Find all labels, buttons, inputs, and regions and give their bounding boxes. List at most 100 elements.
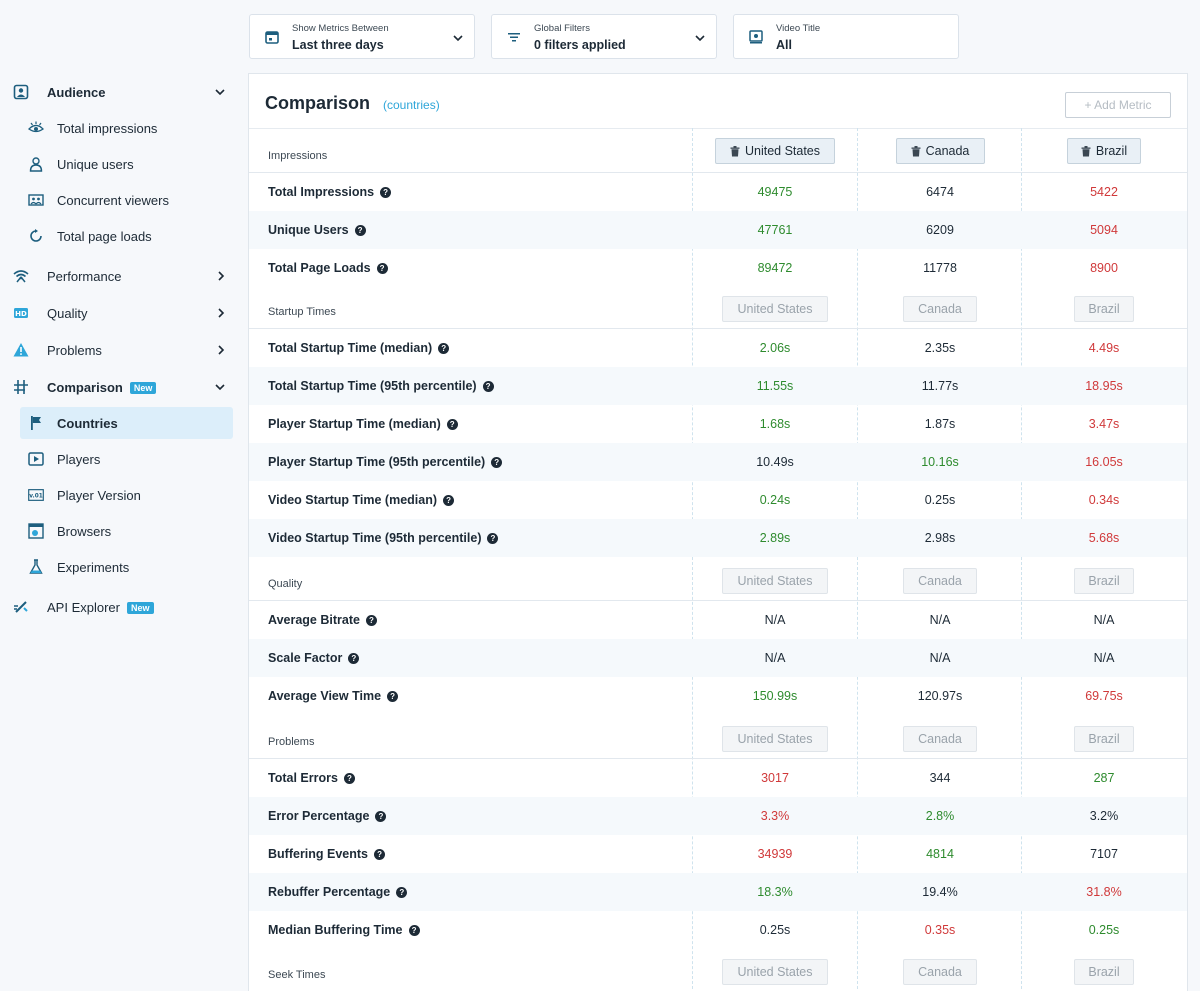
metric-value-canada: 11778 [923,261,957,275]
help-icon[interactable]: ? [491,456,503,468]
metric-row-player-startup-time-95th-percentile: Player Startup Time (95th percentile)? 10… [249,443,1187,481]
trash-icon [911,145,921,157]
column-label-text: Brazil [1088,732,1120,746]
column-label-text: Canada [918,732,962,746]
metric-value-canada: 344 [929,771,951,785]
metric-row-total-errors: Total Errors? 3017 344 287 [249,759,1187,797]
sidebar-item-total-page-loads[interactable]: Total page loads [20,220,233,252]
metric-name-text: Error Percentage [268,809,370,823]
sidebar-section-label: Performance [47,269,121,284]
help-icon[interactable]: ? [482,380,494,392]
browser-icon [28,523,44,539]
column-label-united-states: United States [722,568,828,594]
help-icon[interactable]: ? [374,848,386,860]
sidebar-item-total-impressions[interactable]: Total impressions [20,112,233,144]
comparison-panel: Comparison (countries) + Add Metric Impr… [248,73,1188,991]
column-label-canada: Canada [903,296,977,322]
sidebar-item-experiments[interactable]: Experiments [20,551,233,583]
sidebar-section-comparison[interactable]: Comparison New [0,372,240,402]
help-icon[interactable]: ? [446,418,458,430]
column-label-text: Brazil [1088,965,1120,979]
metric-name: Buffering Events? [268,847,386,861]
column-label-text: United States [737,574,813,588]
metric-value-canada: N/A [929,651,951,665]
sidebar-section-quality[interactable]: HD Quality [0,298,240,328]
sidebar-item-label: Browsers [57,523,112,539]
help-icon[interactable]: ? [438,342,450,354]
sidebar-item-browsers[interactable]: Browsers [20,515,233,547]
sidebar-item-unique-users[interactable]: Unique users [20,148,233,180]
metric-value-canada: 19.4% [922,885,958,899]
help-icon[interactable]: ? [376,262,388,274]
metric-value-brazil: 4.49s [1088,341,1120,355]
remove-column-brazil-button[interactable]: Brazil [1067,138,1141,164]
column-label-brazil: Brazil [1074,296,1134,322]
metric-name-text: Video Startup Time (95th percentile) [268,531,482,545]
sidebar-item-concurrent-viewers[interactable]: Concurrent viewers [20,184,233,216]
metric-row-rebuffer-percentage: Rebuffer Percentage? 18.3% 19.4% 31.8% [249,873,1187,911]
sidebar-section-text: Performance [47,268,122,284]
section-title: Impressions [268,150,328,162]
eye-icon [28,120,44,136]
metric-row-total-startup-time-95th-percentile: Total Startup Time (95th percentile)? 11.… [249,367,1187,405]
metric-name-text: Unique Users [268,223,349,237]
sidebar-section-performance[interactable]: Performance [0,261,240,291]
column-label-text: United States [737,302,813,316]
sidebar-item-player-version[interactable]: v.01 Player Version [20,479,233,511]
sidebar-section-problems[interactable]: Problems [0,335,240,365]
metric-row-scale-factor: Scale Factor? N/A N/A N/A [249,639,1187,677]
player-icon [28,451,44,467]
sidebar-section-label: Quality [47,306,87,321]
filter-show-metrics-between[interactable]: Show Metrics Between Last three days [249,14,475,59]
calendar-icon [264,29,280,45]
trash-icon [730,145,740,157]
chevron-right-icon [214,269,228,283]
column-label-united-states: United States [722,726,828,752]
help-icon[interactable]: ? [375,810,387,822]
metric-value-united-states: 2.89s [759,531,791,545]
sidebar-item-players[interactable]: Players [20,443,233,475]
help-icon[interactable]: ? [408,924,420,936]
help-icon[interactable]: ? [380,186,392,198]
metric-name: Rebuffer Percentage? [268,885,408,899]
sidebar-section-label: Comparison New [47,380,157,395]
metric-value-canada: 10.16s [921,455,959,469]
filter-caption: Video Title [776,23,821,34]
metric-value-canada: 11.77s [921,379,959,393]
metric-row-total-startup-time-median: Total Startup Time (median)? 2.06s 2.35s 4.… [249,329,1187,367]
remove-column-united-states-button[interactable]: United States [715,138,835,164]
help-icon[interactable]: ? [354,224,366,236]
help-icon[interactable]: ? [443,494,455,506]
add-metric-button[interactable]: + Add Metric [1065,92,1171,118]
help-icon[interactable]: ? [365,614,377,626]
sidebar-section-label: API Explorer New [47,600,154,615]
sidebar-item-label: Total page loads [57,228,152,244]
section-title: Problems [268,736,315,748]
help-icon[interactable]: ? [396,886,408,898]
metric-value-canada: 2.98s [924,531,956,545]
sidebar-item-label: Player Version [57,487,141,503]
help-icon[interactable]: ? [343,772,355,784]
header-divider [249,128,1187,129]
sidebar-section-audience[interactable]: Audience [0,77,240,107]
section-title: Quality [268,578,303,590]
remove-column-canada-button[interactable]: Canada [895,138,985,164]
section-header-impressions: Impressions United States Canada Brazil [249,129,1187,173]
sidebar-item-countries[interactable]: Countries [20,407,233,439]
warning-icon [13,342,29,358]
filter-global-filters[interactable]: Global Filters 0 filters applied [491,14,717,59]
sidebar-item-label: Experiments [57,559,130,575]
column-label-text: United States [744,144,821,158]
column-separator [857,128,858,991]
metric-value-brazil: 287 [1093,771,1115,785]
column-label-united-states: United States [722,959,828,985]
metric-name-text: Total Page Loads [268,261,371,275]
help-icon[interactable]: ? [487,532,499,544]
help-icon[interactable]: ? [348,652,360,664]
help-icon[interactable]: ? [387,690,399,702]
sidebar-section-api-explorer[interactable]: API Explorer New [0,592,240,622]
metric-name: Average Bitrate? [268,613,377,627]
chevron-down-icon [214,380,228,394]
filter-video-title[interactable]: Video Title All [733,14,959,59]
video-title-icon [748,29,764,45]
